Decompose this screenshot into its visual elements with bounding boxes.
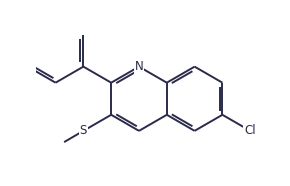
Text: Cl: Cl [244, 124, 256, 137]
Text: N: N [135, 60, 143, 73]
Text: S: S [80, 124, 87, 137]
